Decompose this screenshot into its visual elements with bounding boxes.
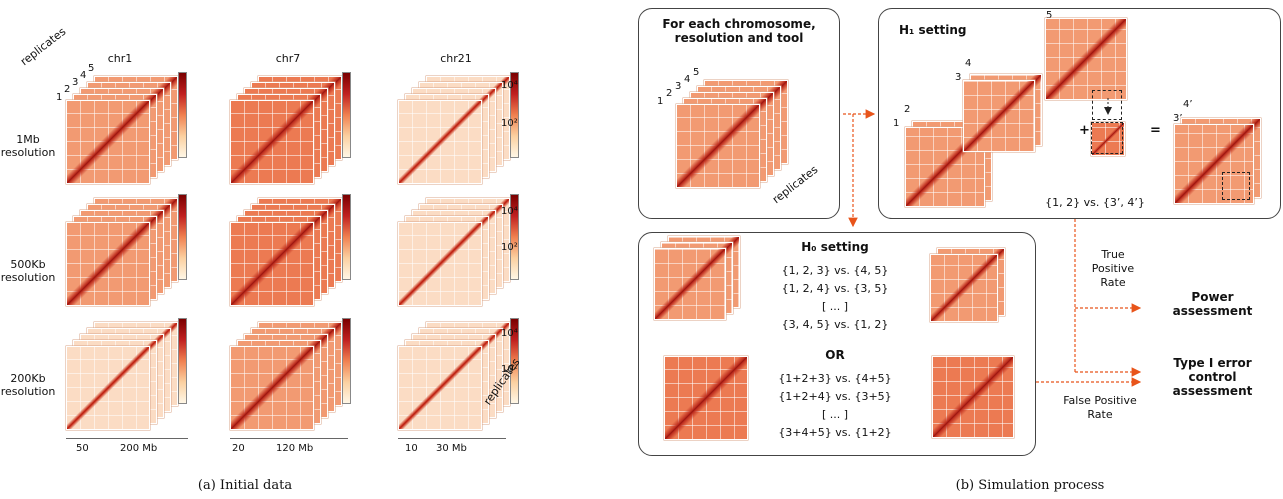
colorbar-r2-c1 — [178, 194, 187, 280]
b1-num-2: 2 — [666, 88, 673, 99]
h0-list2-3: {3+4+5} vs. {1+2} — [778, 426, 892, 439]
h1-num-3: 3 — [955, 72, 962, 83]
h1-num-5: 5 — [1046, 10, 1053, 21]
col-head-chr1: chr1 — [107, 52, 133, 65]
heatmap-stack-r2-c1-layer-1 — [66, 222, 150, 306]
row-label-500kb: 500Kb resolution — [0, 258, 56, 284]
heatmap-stack-r2-c3-layer-1 — [398, 222, 482, 306]
rep-num-5: 5 — [88, 63, 95, 74]
xtick-chr1-a: 50 — [76, 443, 89, 454]
h0-list1-0: {1, 2, 3} vs. {4, 5} — [781, 264, 889, 277]
h1-equals: = — [1150, 123, 1161, 138]
panel-initial-data: chr1 chr7 chr21 replicates 1 2 3 4 5 1Mb… — [0, 0, 610, 499]
h1-num-2: 2 — [904, 104, 911, 115]
h1-res-num-3p: 3’ — [1173, 113, 1183, 124]
h1-plus: + — [1079, 123, 1090, 138]
h0-list2-0: {1+2+3} vs. {4+5} — [778, 372, 892, 385]
heatmap-stack-r1-c1-layer-1 — [66, 100, 150, 184]
heatmap-stack-r1-c2-layer-1 — [230, 100, 314, 184]
heatmap-stack-r2-c2-layer-1 — [230, 222, 314, 306]
caption-a: (a) Initial data — [197, 478, 293, 493]
h0-stack-right-1-layer-1 — [930, 254, 998, 322]
colorbar-r3-c2 — [342, 318, 351, 404]
x-axis-line-1 — [66, 438, 188, 439]
h1-comparison: {1, 2} vs. {3’, 4’} — [1045, 196, 1145, 209]
xtick-chr1-b: 200 Mb — [120, 443, 158, 454]
xtick-chr21-b: 30 Mb — [436, 443, 467, 454]
b1-num-5: 5 — [693, 67, 700, 78]
h1-title: H₁ setting — [899, 23, 967, 37]
x-axis-line-3 — [398, 438, 506, 439]
tpr-label: True Positive Rate — [1091, 248, 1135, 289]
h0-sum-left — [664, 356, 748, 440]
col-head-chr21: chr21 — [440, 52, 472, 65]
colorbar-r1-c1 — [178, 72, 187, 158]
b1-stack-layer-1 — [676, 104, 760, 188]
h1-dotted-box-2 — [1222, 172, 1250, 200]
cbar-tick-1e2-r1: 10² — [501, 118, 518, 129]
heatmap-stack-r1-c3-layer-1 — [398, 100, 482, 184]
h1-result-stack-layer-1 — [1174, 124, 1254, 204]
colorbar-r1-c3 — [510, 72, 519, 158]
box1-title: For each chromosome, resolution and tool — [662, 17, 816, 45]
col-head-chr7: chr7 — [275, 52, 301, 65]
h0-or: OR — [825, 348, 845, 362]
h0-list1-3: {3, 4, 5} vs. {1, 2} — [781, 318, 889, 331]
cbar-tick-1e4-r1: 10⁴ — [501, 80, 518, 91]
cbar-tick-1e2-r3: 10² — [501, 364, 518, 375]
h1-num-1: 1 — [893, 118, 900, 129]
colorbar-r2-c3 — [510, 194, 519, 280]
heatmap-stack-r3-c3-layer-1 — [398, 346, 482, 430]
xtick-chr21-a: 10 — [405, 443, 418, 454]
heatmap-stack-r3-c2-layer-1 — [230, 346, 314, 430]
h1-dotted-box-3 — [1091, 122, 1123, 154]
x-axis-line-2 — [230, 438, 348, 439]
row-label-200kb: 200Kb resolution — [0, 372, 56, 398]
b1-num-4: 4 — [684, 74, 691, 85]
h0-title: H₀ setting — [801, 240, 869, 254]
colorbar-r3-c1 — [178, 318, 187, 404]
b1-num-1: 1 — [657, 96, 664, 107]
h0-list2-1: {1+2+4} vs. {3+5} — [778, 390, 892, 403]
heatmap-stack-r3-c1-layer-1 — [66, 346, 150, 430]
rep-num-2: 2 — [64, 84, 71, 95]
h1-stack-34-layer-1 — [963, 80, 1035, 152]
colorbar-r3-c3 — [510, 318, 519, 404]
h0-list1-2: [ ... ] — [821, 300, 849, 313]
colorbar-r1-c2 — [342, 72, 351, 158]
type1-assessment: Type I error control assessment — [1172, 356, 1253, 398]
cbar-tick-1e4-r3: 10⁴ — [501, 328, 518, 339]
h1-res-num-4p: 4’ — [1183, 99, 1193, 110]
cbar-tick-1e2-r2: 10² — [501, 242, 518, 253]
rep-num-1: 1 — [56, 92, 63, 103]
h1-num-4: 4 — [965, 58, 972, 69]
power-assessment: Power assessment — [1172, 290, 1253, 318]
h1-dotted-box-1 — [1092, 90, 1122, 120]
h0-sum-right — [932, 356, 1014, 438]
xtick-chr7-b: 120 Mb — [276, 443, 314, 454]
h0-list1-1: {1, 2, 4} vs. {3, 5} — [781, 282, 889, 295]
row-label-1mb: 1Mb resolution — [0, 133, 56, 159]
h0-stack-left-1-layer-1 — [654, 248, 726, 320]
fpr-label: False Positive Rate — [1063, 394, 1137, 421]
h1-rep5 — [1045, 18, 1127, 100]
rep-num-3: 3 — [72, 77, 79, 88]
b1-num-3: 3 — [675, 81, 682, 92]
h0-list2-2: [ ... ] — [821, 408, 849, 421]
caption-b: (b) Simulation process — [955, 478, 1105, 493]
h1-block-extract — [1091, 122, 1125, 156]
xtick-chr7-a: 20 — [232, 443, 245, 454]
colorbar-r2-c2 — [342, 194, 351, 280]
rep-num-4: 4 — [80, 70, 87, 81]
cbar-tick-1e4-r2: 10⁴ — [501, 206, 518, 217]
